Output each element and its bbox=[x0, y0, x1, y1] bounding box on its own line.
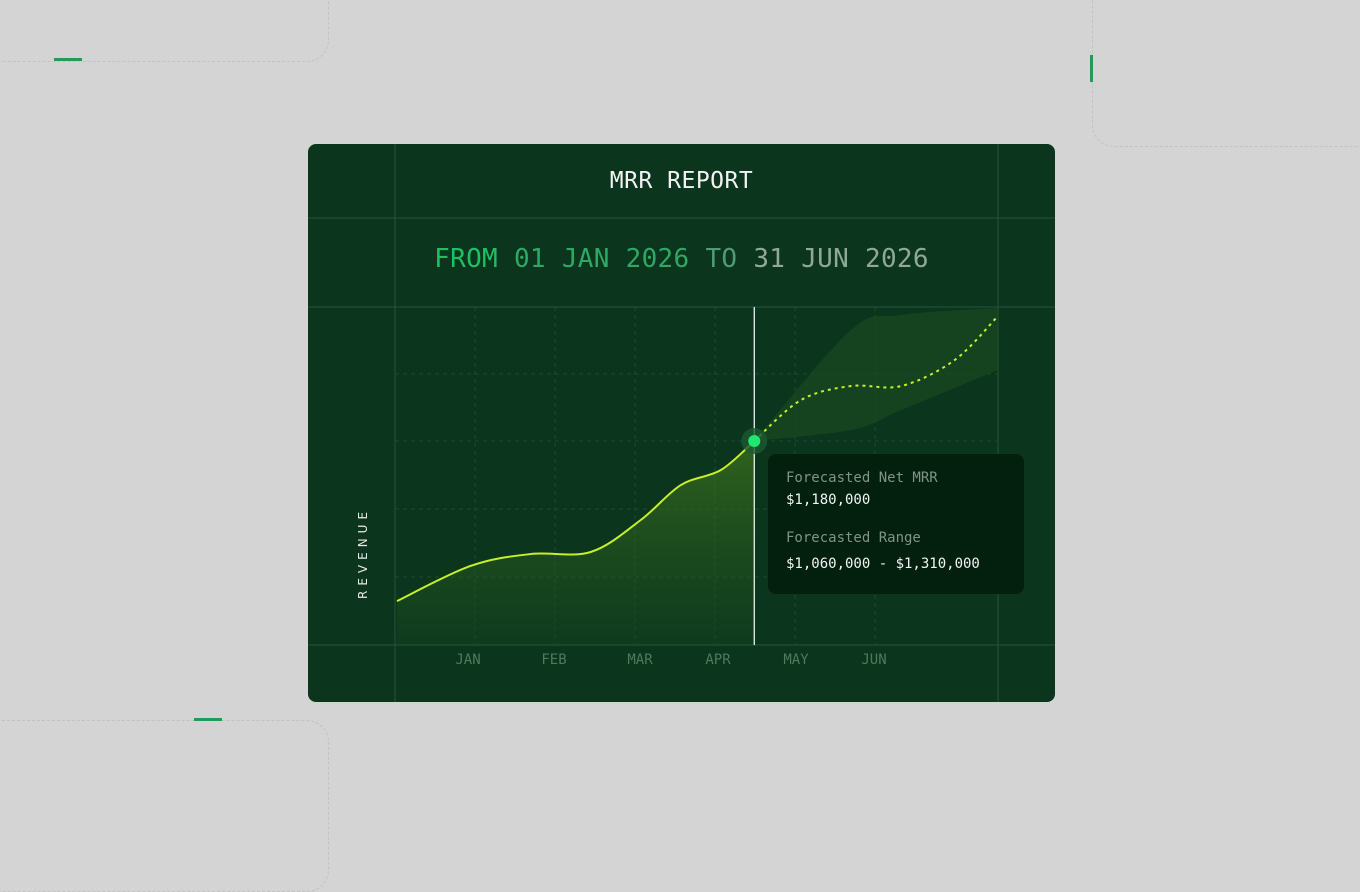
report-title: MRR REPORT bbox=[609, 168, 754, 194]
decorative-accent bbox=[194, 718, 222, 721]
x-tick-label: MAR bbox=[627, 652, 653, 668]
x-tick-label: JAN bbox=[455, 652, 481, 668]
forecast-range-band bbox=[754, 308, 998, 441]
decorative-card-bottom-left bbox=[0, 720, 329, 892]
to-date: 31 JUN 2026 bbox=[753, 244, 929, 274]
y-axis-label: REVENUE bbox=[356, 506, 370, 599]
net-mrr-value: $1,180,000 bbox=[786, 492, 871, 508]
actual-line bbox=[396, 440, 755, 602]
highlight-point bbox=[748, 434, 761, 447]
mrr-report-card: MRR REPORT FROM 01 JAN 2026 TO 31 JUN 20… bbox=[308, 144, 1055, 702]
from-date: 01 JAN 2026 bbox=[513, 244, 690, 274]
x-tick-label: APR bbox=[705, 652, 731, 668]
net-mrr-label: Forecasted Net MRR bbox=[786, 470, 938, 486]
to-word: TO bbox=[705, 244, 738, 274]
actual-area bbox=[397, 440, 755, 645]
decorative-card-top-left bbox=[0, 0, 329, 62]
range-value: $1,060,000 - $1,310,000 bbox=[786, 556, 980, 572]
x-tick-label: MAY bbox=[783, 652, 809, 668]
date-range: FROM 01 JAN 2026 TO 31 JUN 2026 bbox=[308, 244, 1055, 274]
x-tick-label: JUN bbox=[861, 652, 887, 668]
decorative-card-top-right bbox=[1092, 0, 1360, 147]
chart bbox=[308, 144, 1055, 702]
from-word: FROM bbox=[434, 244, 498, 274]
forecast-line bbox=[753, 315, 999, 442]
range-label: Forecasted Range bbox=[786, 530, 921, 546]
x-tick-label: FEB bbox=[541, 652, 567, 668]
decorative-accent bbox=[54, 58, 82, 61]
decorative-accent bbox=[1090, 55, 1093, 82]
forecast-tooltip: Forecasted Net MRR $1,180,000 Forecasted… bbox=[768, 454, 1024, 594]
